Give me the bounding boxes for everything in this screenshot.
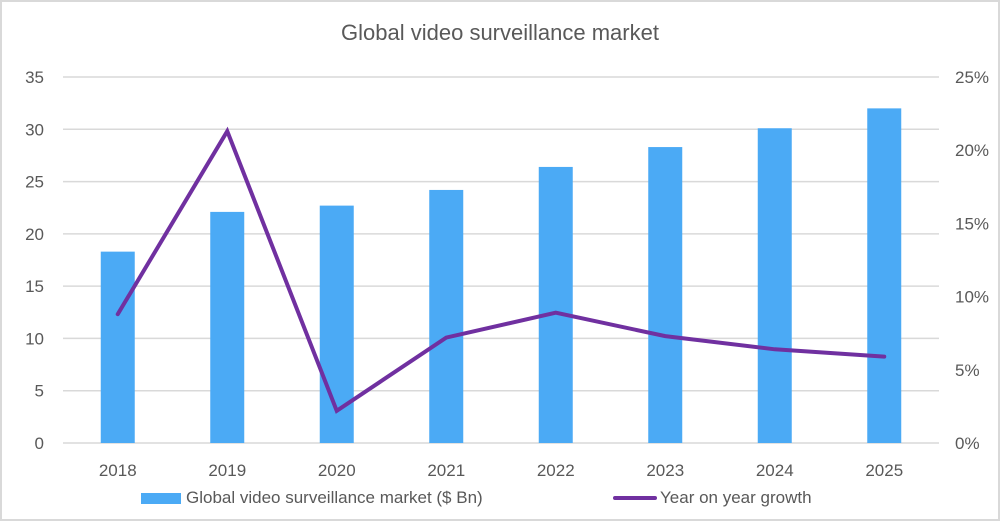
right-axis-tick: 25% [955,68,989,87]
left-axis-tick: 0 [35,434,44,453]
right-axis-tick: 10% [955,288,989,307]
left-axis-tick: 10 [25,329,44,348]
chart-title: Global video surveillance market [341,20,659,45]
left-axis-tick: 35 [25,68,44,87]
x-axis-tick: 2025 [865,461,903,480]
legend-item-growth[interactable]: Year on year growth [613,488,812,508]
right-axis-tick: 5% [955,361,980,380]
bar-2024 [757,128,792,443]
bar-2025 [867,108,902,443]
x-axis-tick: 2023 [646,461,684,480]
bar-2022 [538,166,573,443]
legend-label-market: Global video surveillance market ($ Bn) [186,488,483,507]
x-axis-tick: 2020 [318,461,356,480]
bar-swatch-icon [141,492,181,504]
legend: Global video surveillance market ($ Bn) … [2,488,998,514]
bar-2023 [648,147,683,443]
growth-line [115,126,887,414]
bar-2019 [210,211,245,443]
bar-2021 [429,189,464,443]
left-axis-tick: 5 [35,382,44,401]
left-axis-tick: 30 [25,120,44,139]
right-axis-tick: 0% [955,434,980,453]
line-swatch-icon [613,496,657,500]
right-axis-tick: 20% [955,141,989,160]
legend-item-market[interactable]: Global video surveillance market ($ Bn) [141,488,483,508]
left-axis-tick: 15 [25,277,44,296]
right-axis-tick: 15% [955,214,989,233]
legend-label-growth: Year on year growth [660,488,812,507]
x-axis-tick: 2019 [208,461,246,480]
x-axis-tick: 2018 [99,461,137,480]
x-axis-tick: 2024 [756,461,794,480]
x-axis-tick: 2022 [537,461,575,480]
x-axis-tick: 2021 [427,461,465,480]
left-axis-tick: 25 [25,173,44,192]
left-axis-tick: 20 [25,225,44,244]
bar-2018 [100,251,135,443]
